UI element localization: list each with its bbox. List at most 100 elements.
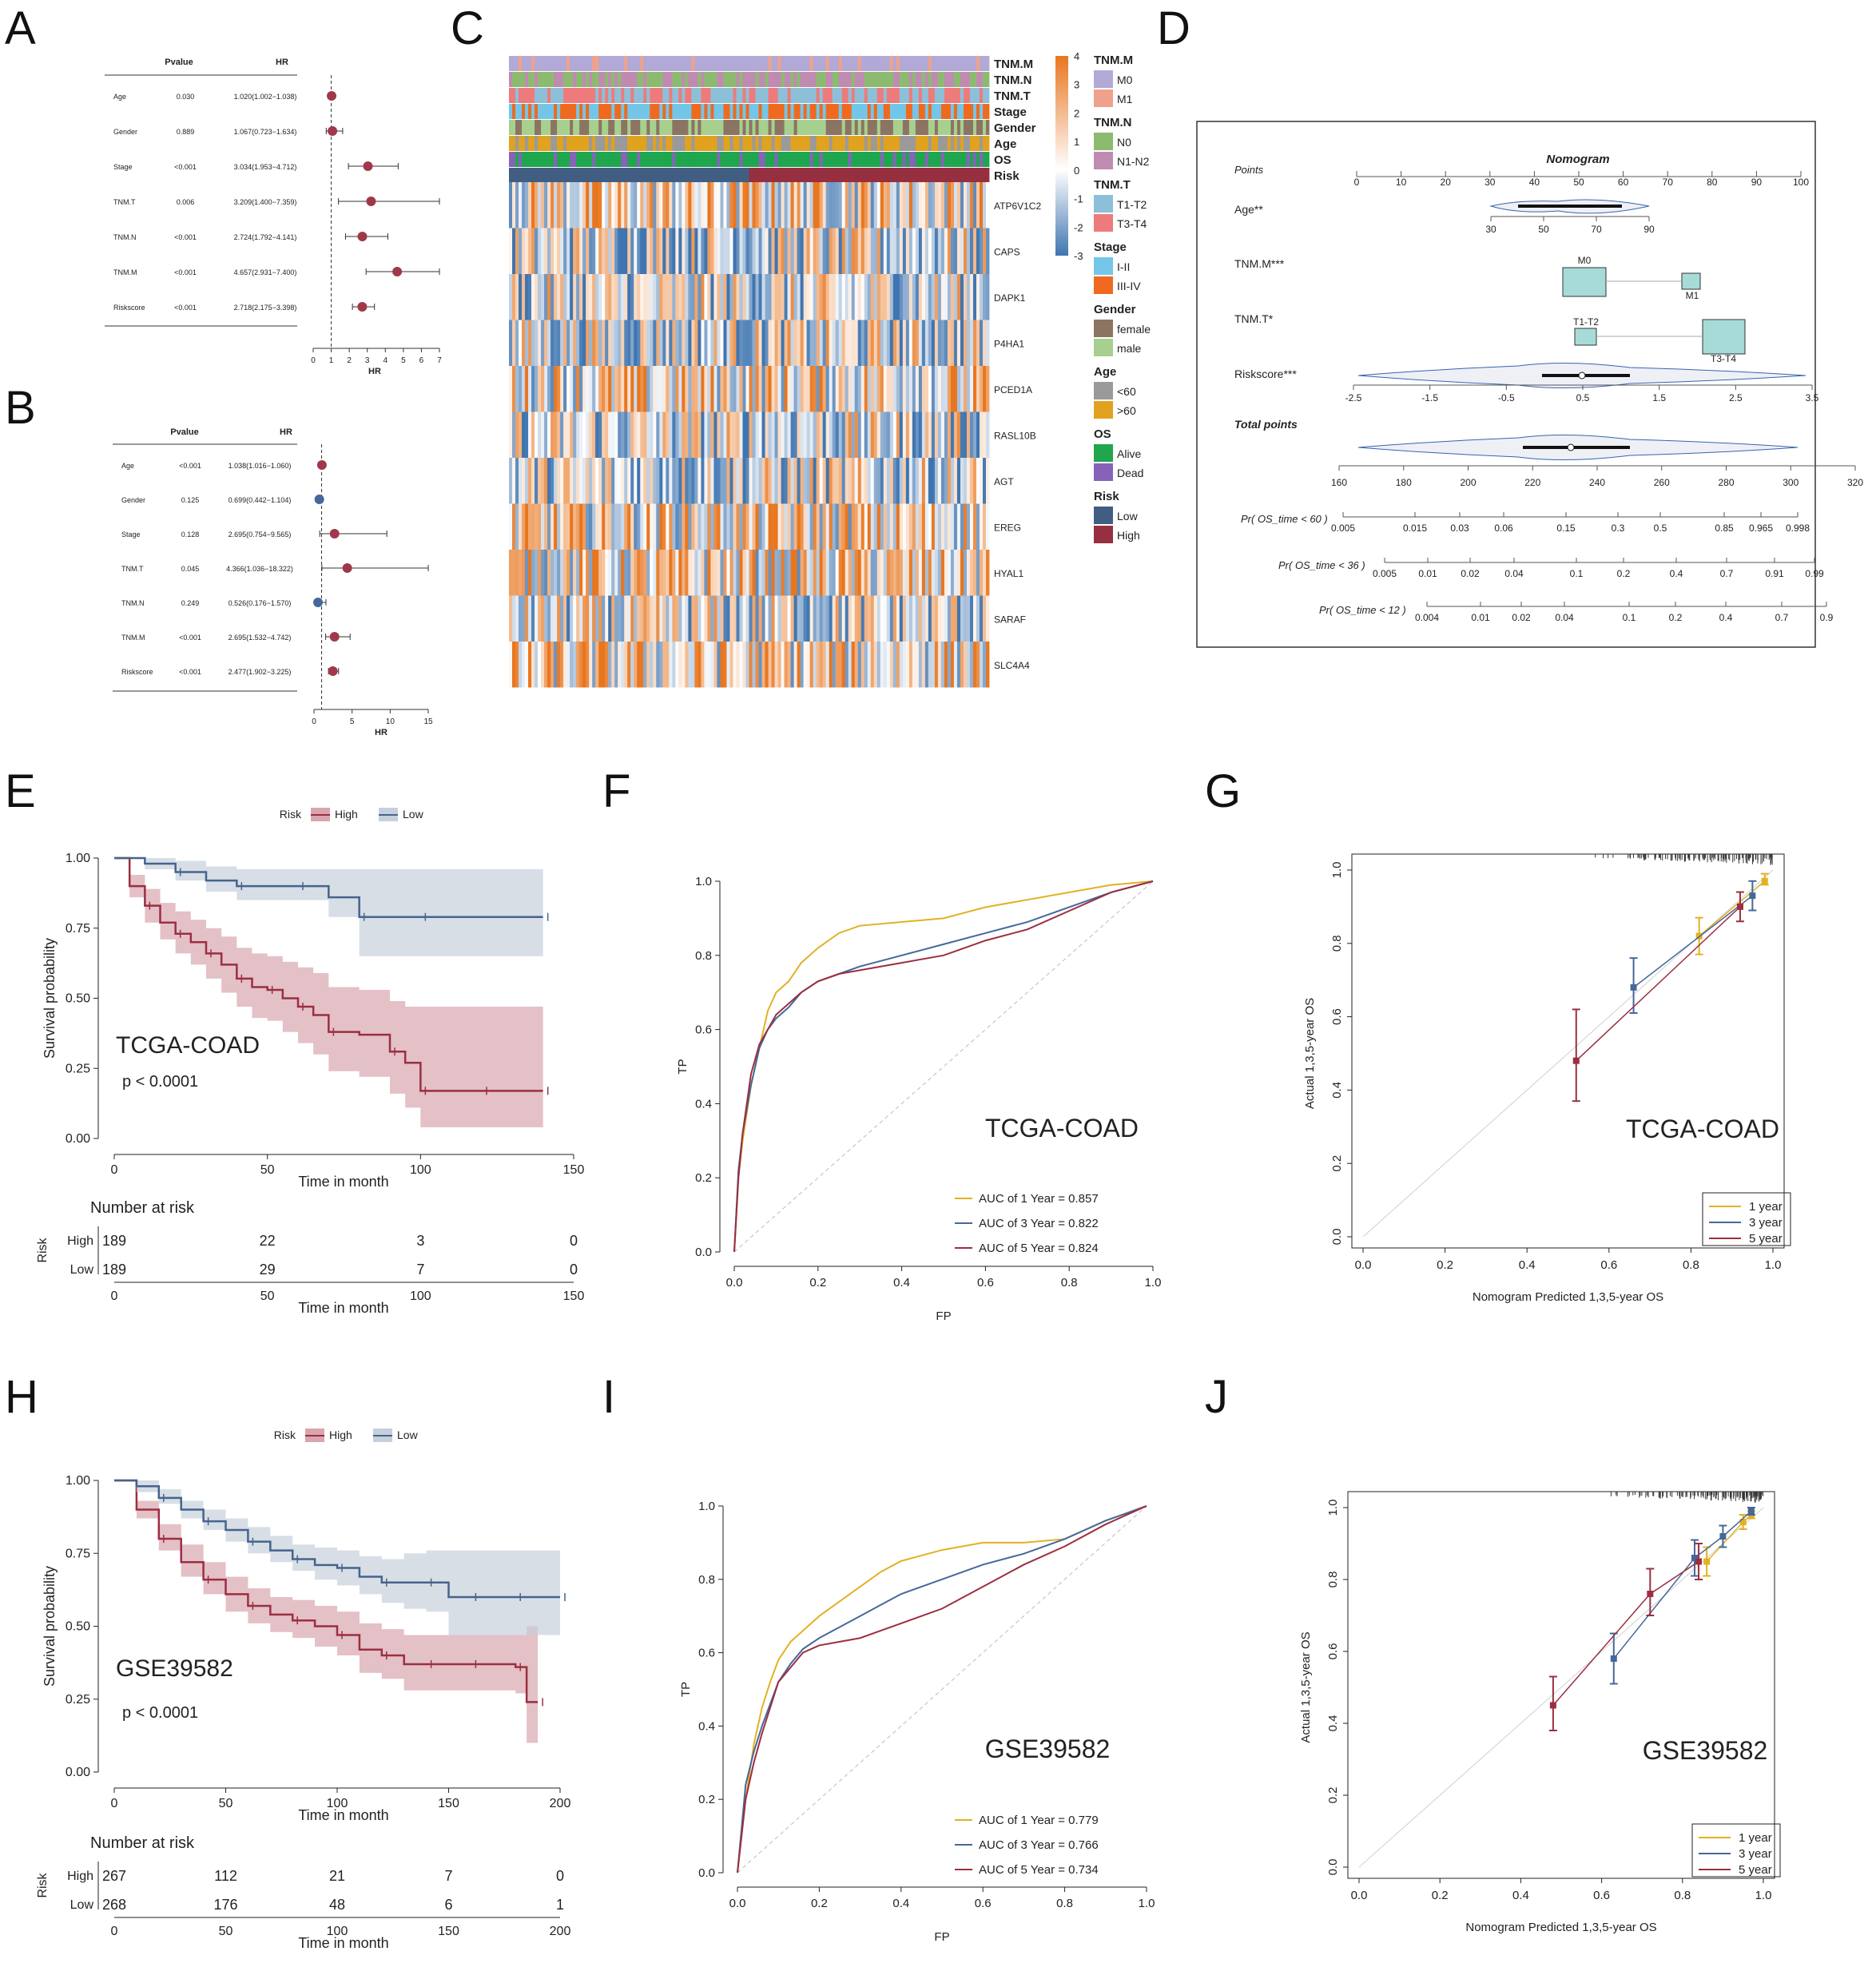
total-points-tick-label: 300	[1783, 477, 1798, 488]
annotation-cell	[777, 72, 781, 87]
heatmap-cell	[646, 642, 650, 688]
heatmap-cell	[784, 503, 788, 550]
row-hr-ci: 4.657(2.931−7.400)	[234, 268, 297, 276]
heatmap-cell	[825, 366, 830, 412]
heatmap-cell	[528, 274, 532, 320]
heatmap-cell	[944, 274, 948, 320]
annotation-cell	[528, 168, 532, 183]
heatmap-cell	[793, 458, 797, 504]
annotation-cell	[550, 88, 554, 103]
heatmap-cell	[710, 411, 714, 458]
heatmap-cell	[736, 228, 740, 274]
heatmap-cell	[694, 642, 698, 688]
annotation-cell	[563, 168, 567, 183]
heatmap-cell	[621, 595, 625, 642]
heatmap-cell	[688, 228, 692, 274]
annotation-cell	[611, 88, 615, 103]
heatmap-cell	[966, 595, 971, 642]
annotation-cell	[758, 72, 762, 87]
annotation-cell	[707, 56, 711, 71]
heatmap-cell	[634, 595, 638, 642]
annotation-cell	[509, 152, 513, 167]
annotation-cell	[953, 72, 958, 87]
heatmap-cell	[787, 320, 791, 366]
hr-point	[313, 598, 324, 607]
heatmap-cell	[758, 320, 762, 366]
annotation-cell	[701, 120, 705, 135]
heatmap-cell	[691, 228, 695, 274]
heatmap-cell	[963, 274, 968, 320]
heatmap-cell	[557, 595, 561, 642]
heatmap-cell	[726, 642, 730, 688]
heatmap-cell	[982, 503, 987, 550]
heatmap-cell	[707, 320, 711, 366]
heatmap-cell	[883, 550, 888, 596]
heatmap-cell	[544, 642, 548, 688]
heatmap-cell	[864, 595, 868, 642]
heatmap-cell	[905, 366, 910, 412]
total-points-median	[1567, 443, 1575, 451]
heatmap-cell	[982, 642, 987, 688]
heatmap-cell	[752, 458, 756, 504]
heatmap-row	[509, 595, 990, 642]
heatmap-cell	[950, 228, 955, 274]
heatmap-cell	[899, 642, 904, 688]
heatmap-cell	[781, 458, 785, 504]
heatmap-cell	[624, 411, 628, 458]
heatmap-cell	[777, 320, 781, 366]
heatmap-cell	[659, 274, 663, 320]
annotation-cell	[845, 56, 849, 71]
calibration-point	[1695, 932, 1703, 940]
heatmap-cell	[509, 228, 513, 274]
annotation-cell	[752, 152, 756, 167]
annotation-cell	[582, 56, 586, 71]
annotation-cell	[950, 152, 955, 167]
heatmap-cell	[621, 182, 625, 228]
annotation-cell	[509, 168, 513, 183]
annotation-cell	[643, 120, 647, 135]
row-hr-ci: 3.209(1.400−7.359)	[234, 198, 297, 206]
row-pvalue: 0.030	[177, 93, 195, 101]
annotation-track	[509, 104, 990, 119]
panel-letter-B: B	[5, 382, 36, 434]
heatmap-cell	[733, 182, 737, 228]
heatmap-cell	[857, 642, 862, 688]
heatmap-cell	[819, 550, 824, 596]
annotation-cell	[512, 56, 516, 71]
annotation-cell	[797, 56, 801, 71]
annotation-cell	[576, 152, 580, 167]
heatmap-cell	[800, 458, 805, 504]
annotation-cell	[522, 168, 526, 183]
annotation-cell	[618, 168, 622, 183]
annotation-cell	[576, 120, 580, 135]
annotation-cell	[573, 152, 577, 167]
heatmap-row	[509, 320, 990, 366]
annotation-cell	[825, 88, 830, 103]
heatmap-cell	[713, 550, 717, 596]
heatmap-cell	[905, 503, 910, 550]
heatmap-cell	[726, 182, 730, 228]
heatmap-cell	[582, 320, 586, 366]
annotation-cell	[653, 104, 657, 119]
heatmap-cell	[691, 642, 695, 688]
heatmap-cell	[771, 274, 775, 320]
annotation-cell	[771, 136, 775, 151]
heatmap-cell	[592, 228, 596, 274]
heatmap-cell	[940, 274, 945, 320]
heatmap-cell	[630, 503, 634, 550]
annotation-cell	[966, 152, 971, 167]
annotation-cell	[816, 168, 821, 183]
annotation-cell	[566, 152, 570, 167]
annotation-cell	[573, 168, 577, 183]
annotation-cell	[873, 88, 878, 103]
annotation-cell	[825, 72, 830, 87]
heatmap-cell	[717, 595, 721, 642]
annotation-cell	[902, 56, 907, 71]
heatmap-cell	[528, 595, 532, 642]
heatmap-cell	[691, 320, 695, 366]
legend-item-label: T3-T4	[1117, 217, 1147, 230]
legend-item-label: female	[1117, 323, 1151, 336]
heatmap-cell	[525, 182, 529, 228]
annotation-cell	[972, 88, 977, 103]
heatmap-cell	[797, 642, 801, 688]
